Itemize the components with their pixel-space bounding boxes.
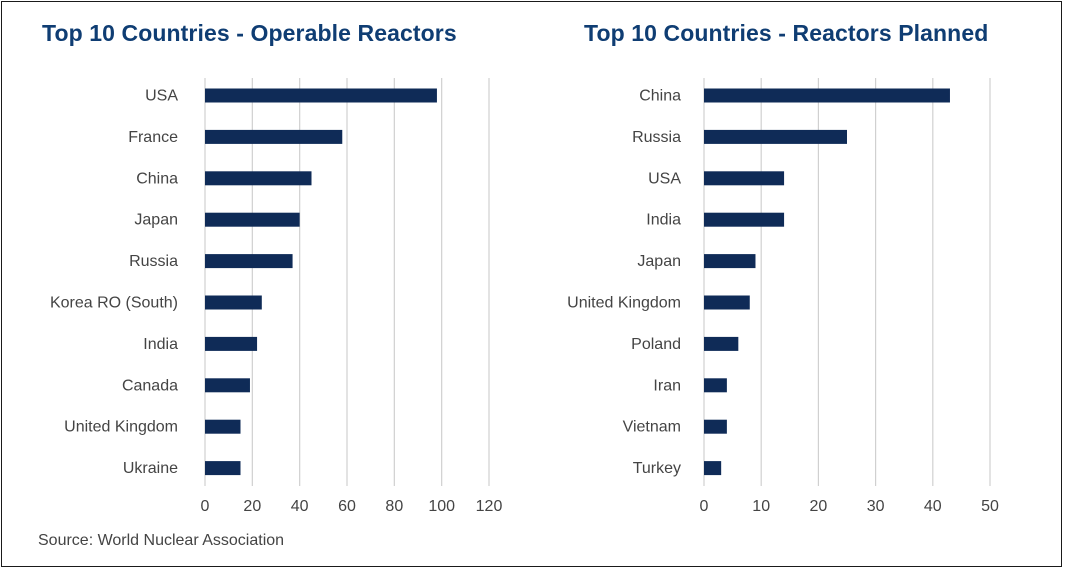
x-tick-label-operable: 60: [338, 498, 356, 515]
bar-planned: [704, 378, 727, 393]
chart-operable: 0 20 40 60 80 100 120 USA France China Japan Russia…: [50, 78, 503, 515]
source-note: Source: World Nuclear Association: [38, 532, 285, 549]
bar-planned: [704, 171, 785, 186]
x-tick-label-planned: 40: [924, 498, 942, 515]
category-label-planned: Russia: [632, 129, 681, 146]
chart-planned: 0 10 20 30 40 50 China Russia USA India Japan Unite…: [567, 78, 999, 515]
category-label-planned: Japan: [637, 253, 681, 270]
category-label-planned: Poland: [631, 336, 681, 353]
chart-title-operable: Top 10 Countries - Operable Reactors: [42, 20, 457, 46]
bar-planned: [704, 129, 847, 144]
category-label-planned: United Kingdom: [567, 295, 681, 312]
bar-operable: [205, 295, 262, 310]
bar-planned: [704, 212, 785, 227]
category-label-operable: Korea RO (South): [50, 295, 178, 312]
category-label-planned: Turkey: [633, 460, 681, 477]
bar-operable: [205, 171, 312, 186]
category-label-planned: China: [639, 88, 681, 105]
x-tick-label-planned: 20: [810, 498, 828, 515]
bar-planned: [704, 336, 739, 351]
category-label-operable: Canada: [122, 377, 178, 394]
category-label-planned: Vietnam: [623, 419, 681, 436]
x-tick-label-planned: 50: [981, 498, 999, 515]
x-tick-label-operable: 20: [243, 498, 261, 515]
bar-planned: [704, 254, 756, 269]
bar-planned: [704, 295, 750, 310]
category-label-operable: China: [136, 170, 178, 187]
bar-planned: [704, 419, 727, 434]
x-tick-label-planned: 0: [700, 498, 709, 515]
x-tick-label-operable: 120: [476, 498, 503, 515]
x-tick-label-planned: 30: [867, 498, 885, 515]
category-label-operable: Japan: [134, 212, 178, 229]
bar-operable: [205, 129, 343, 144]
category-label-planned: Iran: [653, 377, 681, 394]
bar-operable: [205, 254, 293, 269]
x-tick-label-planned: 10: [752, 498, 770, 515]
category-label-operable: Russia: [129, 253, 178, 270]
category-label-operable: United Kingdom: [64, 419, 178, 436]
bar-operable: [205, 336, 258, 351]
bar-operable: [205, 212, 300, 227]
bar-operable: [205, 378, 250, 393]
x-tick-label-operable: 100: [428, 498, 455, 515]
bar-planned: [704, 88, 950, 103]
bar-operable: [205, 419, 241, 434]
bar-operable: [205, 88, 437, 103]
x-tick-label-operable: 40: [291, 498, 309, 515]
category-label-operable: India: [143, 336, 178, 353]
x-tick-label-operable: 0: [201, 498, 210, 515]
bar-operable: [205, 461, 241, 476]
category-label-operable: France: [128, 129, 178, 146]
chart-title-planned: Top 10 Countries - Reactors Planned: [584, 20, 989, 46]
category-label-planned: India: [646, 212, 681, 229]
category-label-planned: USA: [648, 170, 681, 187]
category-label-operable: Ukraine: [123, 460, 178, 477]
bar-planned: [704, 461, 722, 476]
x-tick-label-operable: 80: [385, 498, 403, 515]
category-label-operable: USA: [145, 88, 178, 105]
